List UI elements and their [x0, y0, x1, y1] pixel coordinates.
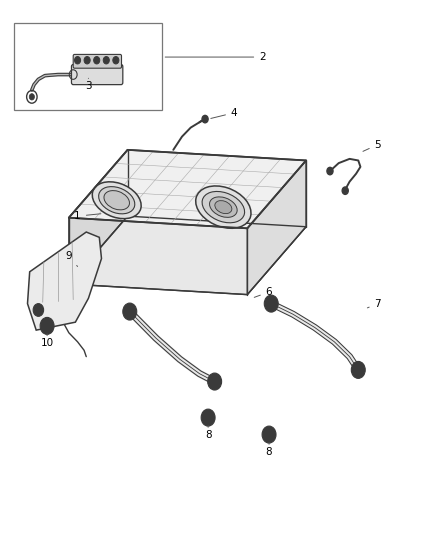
Circle shape	[113, 56, 119, 64]
Text: 8: 8	[205, 425, 212, 440]
Circle shape	[40, 317, 54, 334]
Text: 8: 8	[266, 442, 272, 457]
Polygon shape	[69, 150, 306, 228]
Circle shape	[126, 308, 133, 316]
Ellipse shape	[202, 191, 244, 223]
Text: 6: 6	[254, 287, 272, 297]
Circle shape	[29, 94, 35, 100]
Polygon shape	[69, 216, 306, 295]
FancyBboxPatch shape	[73, 54, 121, 68]
Circle shape	[264, 295, 278, 312]
Circle shape	[208, 373, 222, 390]
Circle shape	[94, 56, 100, 64]
Circle shape	[201, 409, 215, 426]
Circle shape	[262, 426, 276, 443]
Ellipse shape	[99, 187, 135, 214]
Circle shape	[123, 303, 137, 320]
Circle shape	[265, 430, 273, 439]
Text: 5: 5	[363, 140, 381, 151]
Circle shape	[33, 304, 44, 317]
Text: 1: 1	[74, 211, 101, 221]
Ellipse shape	[196, 186, 251, 228]
FancyBboxPatch shape	[71, 64, 123, 85]
Text: 4: 4	[211, 108, 237, 118]
Polygon shape	[28, 232, 102, 330]
Circle shape	[202, 115, 208, 123]
Circle shape	[355, 366, 362, 374]
Circle shape	[268, 300, 275, 308]
Circle shape	[74, 56, 81, 64]
Circle shape	[327, 167, 333, 175]
Circle shape	[36, 307, 41, 313]
Circle shape	[43, 321, 51, 330]
Text: 3: 3	[85, 78, 92, 91]
Ellipse shape	[104, 191, 130, 210]
Ellipse shape	[209, 197, 237, 217]
Circle shape	[211, 377, 218, 386]
Circle shape	[351, 361, 365, 378]
Text: 9: 9	[66, 251, 78, 266]
Text: 7: 7	[367, 298, 381, 309]
Polygon shape	[69, 150, 127, 284]
Circle shape	[342, 187, 348, 195]
Circle shape	[204, 413, 212, 422]
Ellipse shape	[92, 182, 141, 219]
Polygon shape	[247, 160, 306, 295]
Bar	[14, 22, 162, 110]
Circle shape	[84, 56, 90, 64]
Ellipse shape	[215, 200, 232, 214]
Text: 2: 2	[165, 52, 266, 62]
Text: 10: 10	[41, 334, 53, 349]
Circle shape	[103, 56, 110, 64]
